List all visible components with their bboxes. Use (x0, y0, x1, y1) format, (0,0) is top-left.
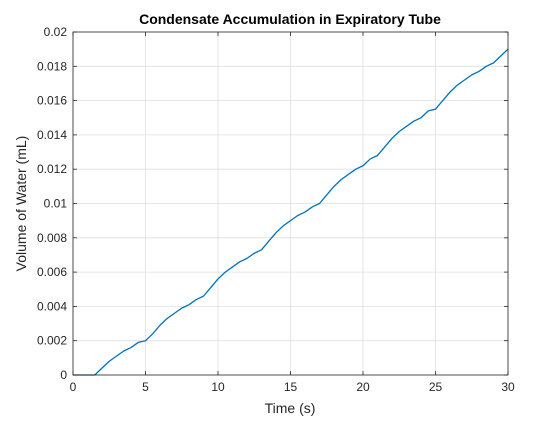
chart-title: Condensate Accumulation in Expiratory Tu… (139, 11, 441, 27)
y-tick-label: 0.002 (37, 334, 67, 348)
grid (72, 31, 509, 376)
series-line-0 (73, 48, 509, 376)
x-tick-label: 20 (356, 380, 370, 394)
x-tick-label: 10 (211, 380, 225, 394)
y-tick-labels: 0 0.002 0.004 0.006 0.008 0.01 0.012 0.014 0.016… (37, 25, 67, 382)
y-tick-label: 0.018 (37, 59, 67, 73)
y-tick-label: 0.006 (37, 265, 67, 279)
y-tick-label: 0.01 (44, 197, 68, 211)
y-tick-label: 0.02 (44, 25, 68, 39)
series-layer (73, 48, 509, 376)
x-tick-label: 30 (501, 380, 515, 394)
x-tick-label: 5 (142, 380, 149, 394)
x-tick-label: 25 (429, 380, 443, 394)
x-tick-label: 0 (70, 380, 77, 394)
y-tick-label: 0.004 (37, 299, 67, 313)
y-tick-label: 0.012 (37, 162, 67, 176)
axis-ticks (72, 31, 509, 376)
y-tick-label: 0 (60, 368, 67, 382)
y-tick-label: 0.016 (37, 94, 67, 108)
y-axis-label: Volume of Water (mL) (13, 136, 29, 272)
x-axis-label: Time (s) (265, 400, 316, 416)
y-tick-label: 0.008 (37, 231, 67, 245)
y-tick-label: 0.014 (37, 128, 67, 142)
x-tick-labels: 0 5 10 15 20 25 30 (70, 380, 515, 394)
x-tick-label: 15 (284, 380, 298, 394)
